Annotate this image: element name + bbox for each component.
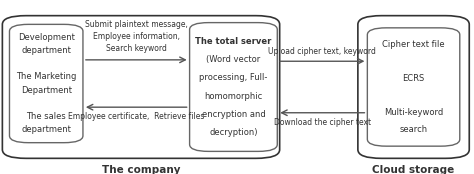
FancyBboxPatch shape: [190, 23, 277, 151]
Text: Submit plaintext message,: Submit plaintext message,: [85, 19, 188, 29]
FancyBboxPatch shape: [367, 28, 460, 146]
Text: The Marketing: The Marketing: [16, 72, 76, 81]
Text: Download the cipher text: Download the cipher text: [274, 118, 371, 127]
Text: Cloud storage: Cloud storage: [373, 165, 455, 174]
Text: Upload cipher text, keyword: Upload cipher text, keyword: [268, 47, 376, 56]
Text: The total server: The total server: [195, 37, 272, 46]
Text: The sales: The sales: [27, 112, 66, 121]
Text: Search keyword: Search keyword: [106, 44, 167, 53]
FancyBboxPatch shape: [9, 24, 83, 143]
Text: department: department: [21, 46, 71, 55]
Text: The company: The company: [102, 165, 180, 174]
Text: ECRS: ECRS: [402, 74, 425, 83]
Text: search: search: [400, 125, 428, 134]
Text: Employee certificate,  Retrieve files: Employee certificate, Retrieve files: [68, 112, 204, 121]
Text: Department: Department: [21, 86, 72, 95]
Text: encryption and: encryption and: [201, 110, 265, 119]
FancyBboxPatch shape: [358, 16, 469, 158]
FancyBboxPatch shape: [2, 16, 280, 158]
Text: Employee information,: Employee information,: [93, 32, 180, 41]
Text: processing, Full-: processing, Full-: [199, 73, 268, 82]
Text: (Word vector: (Word vector: [206, 55, 261, 64]
Text: decryption): decryption): [209, 128, 258, 137]
Text: Cipher text file: Cipher text file: [382, 40, 445, 49]
Text: department: department: [21, 125, 71, 134]
Text: Multi-keyword: Multi-keyword: [384, 108, 443, 117]
Text: Development: Development: [18, 33, 74, 42]
Text: homomorphic: homomorphic: [204, 92, 263, 101]
